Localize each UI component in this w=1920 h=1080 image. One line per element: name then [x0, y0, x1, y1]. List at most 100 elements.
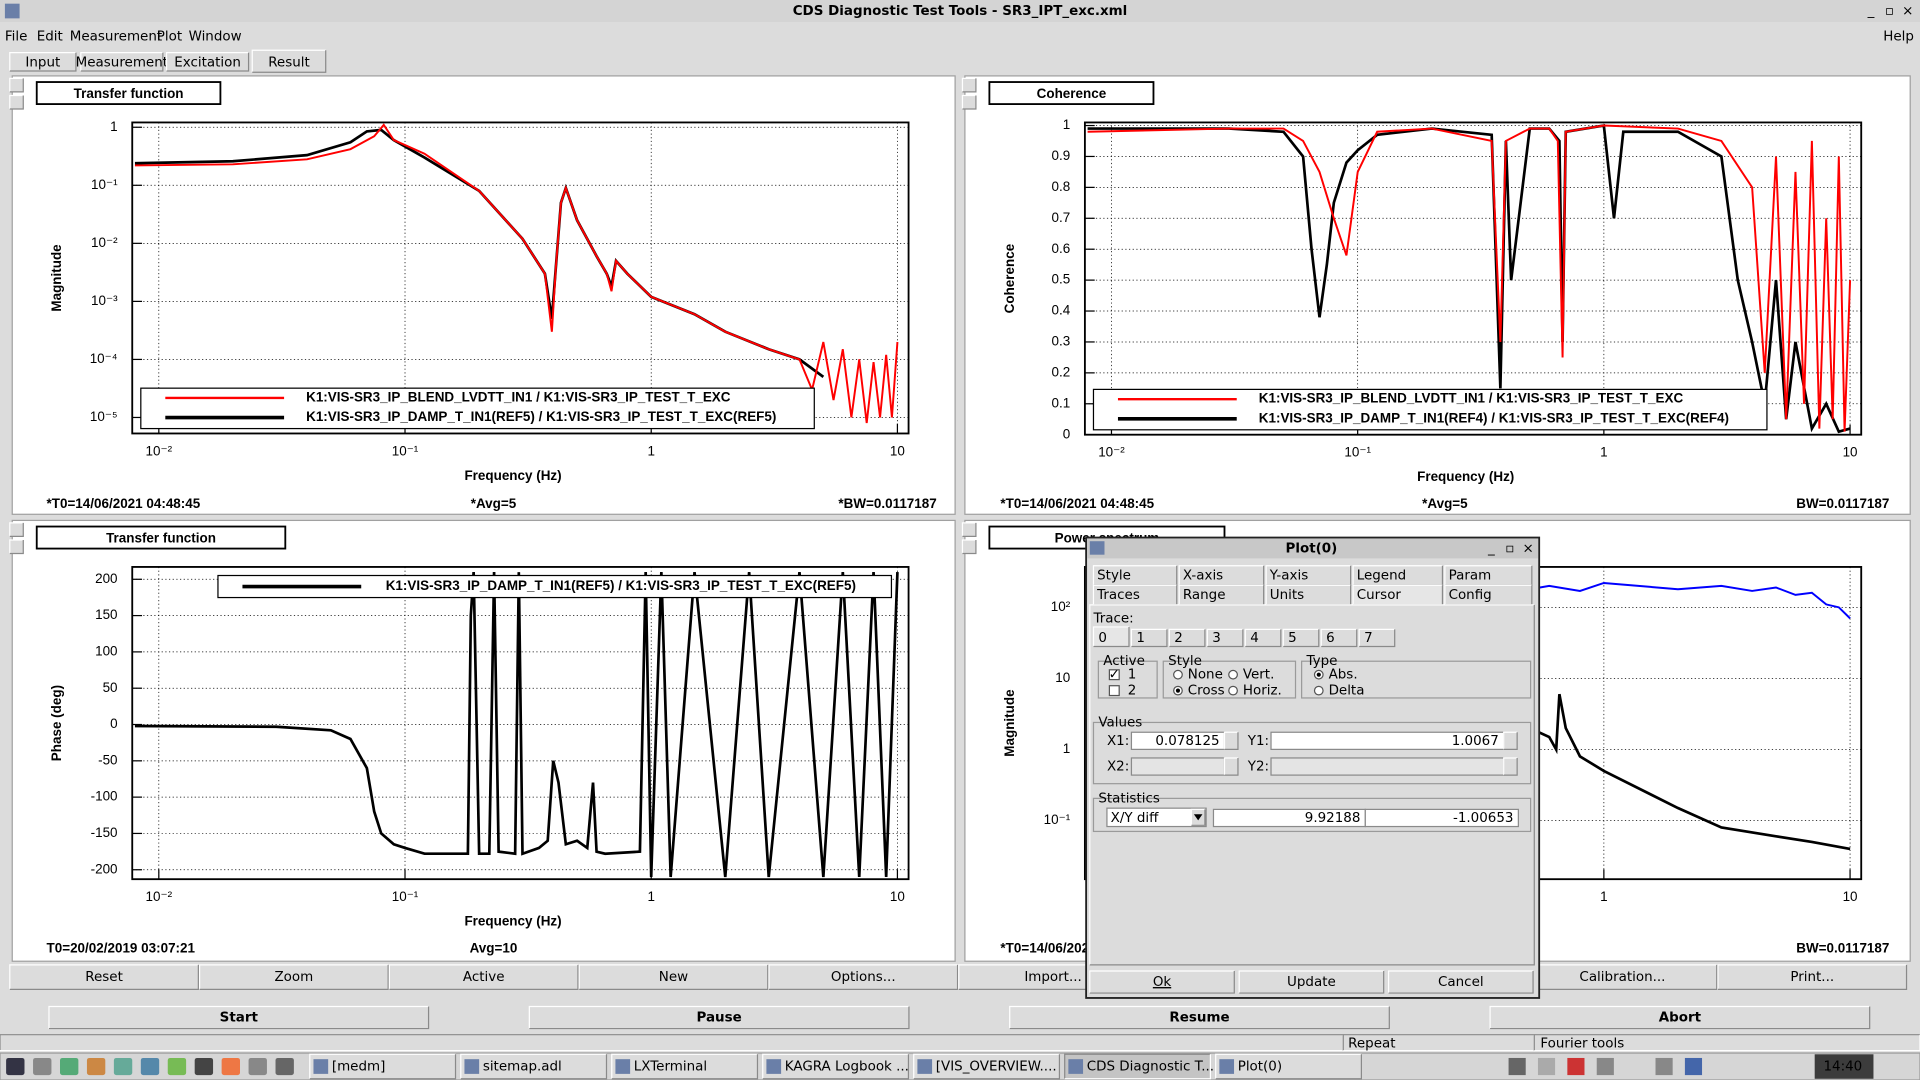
menu-item[interactable]: Window — [189, 30, 242, 45]
panel-arrow[interactable] — [961, 539, 977, 555]
action-button[interactable] — [48, 1005, 430, 1030]
text-field[interactable] — [1270, 757, 1505, 776]
taskbar-label[interactable]: Plot(0) — [1238, 1060, 1282, 1075]
combo-box[interactable] — [1106, 807, 1207, 828]
dialog-button[interactable] — [1238, 970, 1385, 994]
dialog-button-label[interactable]: Ok — [1153, 975, 1172, 990]
button[interactable] — [1717, 964, 1908, 990]
dialog-tab-label[interactable]: Config — [1449, 588, 1492, 603]
action-button[interactable] — [1009, 1005, 1390, 1030]
dialog-tab-label[interactable]: Cursor — [1357, 588, 1402, 603]
menu-help[interactable]: Help — [1883, 30, 1914, 45]
taskbar-window[interactable] — [460, 1053, 608, 1080]
tray-icon[interactable] — [1567, 1057, 1585, 1076]
text-field[interactable] — [1130, 757, 1226, 776]
checkbox-label[interactable]: 1 — [1128, 668, 1137, 683]
dialog-control[interactable]: ▫ — [1505, 542, 1514, 557]
trace-tab-label[interactable]: 0 — [1098, 631, 1107, 646]
field-value[interactable]: 1.0067 — [1452, 734, 1499, 749]
button[interactable] — [198, 964, 389, 990]
tab-label[interactable]: Excitation — [174, 55, 241, 70]
button-label[interactable]: New — [659, 970, 688, 985]
trace-tab[interactable] — [1130, 628, 1168, 648]
dialog-button[interactable] — [1089, 970, 1235, 994]
dialog-control[interactable]: × — [1523, 542, 1534, 557]
button-label[interactable]: Import... — [1024, 970, 1081, 985]
button[interactable] — [768, 964, 959, 990]
tray-icon[interactable] — [1655, 1057, 1673, 1076]
launcher-icon[interactable] — [194, 1057, 214, 1076]
button-label[interactable]: Print... — [1790, 970, 1834, 985]
radio[interactable] — [1313, 685, 1324, 696]
taskbar-window[interactable] — [611, 1053, 759, 1080]
tray-icon[interactable] — [1508, 1057, 1526, 1076]
tab[interactable] — [165, 52, 250, 72]
button-label[interactable]: Reset — [85, 970, 123, 985]
radio-label[interactable]: Cross — [1188, 684, 1225, 699]
dialog-tab-label[interactable]: Y-axis — [1269, 569, 1308, 584]
menu-item[interactable]: Edit — [37, 30, 63, 45]
tab-label[interactable]: Measurement — [76, 55, 168, 70]
trace-tab[interactable] — [1244, 628, 1282, 648]
trace-tab[interactable] — [1358, 628, 1396, 648]
menu-item[interactable]: Plot — [157, 30, 182, 45]
window-control[interactable]: _ — [1867, 4, 1875, 19]
menu-item[interactable]: File — [5, 30, 28, 45]
checkbox-label[interactable]: 2 — [1128, 684, 1137, 699]
window-control[interactable]: × — [1902, 4, 1913, 19]
radio-label[interactable]: Horiz. — [1243, 684, 1282, 699]
panel-arrow[interactable] — [961, 522, 977, 537]
launcher-icon[interactable] — [86, 1057, 106, 1076]
trace-tab-label[interactable]: 5 — [1288, 631, 1297, 646]
dialog-tab-label[interactable]: Style — [1097, 569, 1131, 584]
button-label[interactable]: Calibration... — [1579, 970, 1665, 985]
radio-label[interactable]: Abs. — [1329, 668, 1358, 683]
taskbar-label[interactable]: LXTerminal — [634, 1060, 707, 1075]
trace-tab-label[interactable]: 6 — [1326, 631, 1335, 646]
launcher-icon[interactable] — [113, 1057, 133, 1076]
action-button[interactable] — [1489, 1005, 1871, 1030]
taskbar-label[interactable]: [VIS_OVERVIEW.... — [936, 1060, 1057, 1075]
panel-arrow[interactable] — [9, 539, 24, 555]
dialog-control[interactable]: _ — [1487, 542, 1495, 557]
spin-button[interactable] — [1503, 731, 1518, 750]
dialog-tab-label[interactable]: Traces — [1096, 588, 1140, 603]
button-label[interactable]: Zoom — [274, 970, 313, 985]
trace-tab-label[interactable]: 7 — [1364, 631, 1373, 646]
radio-label[interactable]: Delta — [1329, 684, 1365, 699]
dialog-button-label[interactable]: Update — [1287, 975, 1336, 990]
panel-arrow[interactable] — [9, 77, 24, 93]
trace-tab[interactable] — [1282, 628, 1320, 648]
panel-arrow[interactable] — [961, 77, 977, 93]
taskbar-window[interactable] — [1215, 1053, 1362, 1080]
button[interactable] — [1527, 964, 1718, 990]
trace-tab[interactable] — [1092, 626, 1130, 648]
tab[interactable] — [251, 49, 327, 73]
tab-label[interactable]: Input — [25, 55, 60, 70]
launcher-icon[interactable] — [33, 1057, 52, 1076]
tray-icon[interactable] — [1596, 1057, 1614, 1076]
text-field[interactable] — [1364, 808, 1519, 828]
action-label[interactable]: Abort — [1659, 1011, 1702, 1026]
spin-button[interactable] — [1223, 757, 1239, 776]
panel-arrow[interactable] — [9, 94, 24, 110]
launcher-icon[interactable] — [248, 1057, 267, 1076]
radio-label[interactable]: Vert. — [1243, 668, 1275, 683]
taskbar-label[interactable]: CDS Diagnostic T... — [1087, 1060, 1214, 1075]
field-value[interactable]: 0.078125 — [1155, 734, 1219, 749]
field-value[interactable]: -1.00653 — [1453, 811, 1514, 826]
window-control[interactable]: ▫ — [1885, 4, 1894, 19]
dialog-button[interactable] — [1387, 970, 1534, 994]
trace-tab-label[interactable]: 1 — [1136, 631, 1145, 646]
trace-tab[interactable] — [1320, 628, 1358, 648]
action-label[interactable]: Pause — [696, 1011, 741, 1026]
launcher-icon[interactable] — [275, 1057, 294, 1076]
taskbar-label[interactable]: sitemap.adl — [483, 1060, 562, 1075]
button-label[interactable]: Options... — [831, 970, 896, 985]
tab[interactable] — [9, 52, 77, 72]
button[interactable] — [578, 964, 769, 990]
dialog-tab-label[interactable]: Range — [1183, 588, 1226, 603]
button[interactable] — [9, 964, 199, 990]
trace-tab-label[interactable]: 2 — [1174, 631, 1183, 646]
combo-value[interactable]: X/Y diff — [1111, 811, 1160, 826]
